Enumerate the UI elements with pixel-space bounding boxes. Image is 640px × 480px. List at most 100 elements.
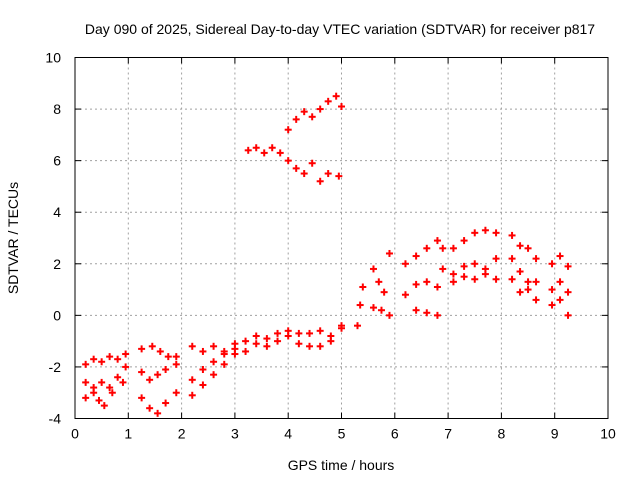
- data-point: [284, 157, 292, 165]
- x-tick-label: 1: [124, 426, 132, 442]
- x-tick-label: 8: [498, 426, 506, 442]
- data-point: [449, 270, 457, 278]
- data-point: [199, 381, 207, 389]
- data-point: [492, 255, 500, 263]
- data-point: [335, 172, 343, 180]
- data-point: [316, 342, 324, 350]
- data-point: [106, 384, 114, 392]
- data-point: [516, 288, 524, 296]
- grid: [75, 57, 608, 419]
- x-tick-label: 5: [338, 426, 346, 442]
- data-point: [324, 97, 332, 105]
- data-point: [423, 278, 431, 286]
- data-point: [460, 262, 468, 270]
- data-point: [98, 358, 106, 366]
- x-tick-label: 4: [284, 426, 292, 442]
- data-point: [548, 260, 556, 268]
- data-point: [564, 262, 572, 270]
- data-point: [449, 278, 457, 286]
- data-point: [276, 149, 284, 157]
- data-point: [210, 342, 218, 350]
- data-point: [564, 311, 572, 319]
- data-point: [274, 337, 282, 345]
- data-point: [375, 278, 383, 286]
- data-point: [220, 360, 228, 368]
- data-point: [172, 360, 180, 368]
- data-point: [231, 350, 239, 358]
- data-point: [122, 350, 130, 358]
- x-tick-label: 2: [178, 426, 186, 442]
- data-point: [433, 283, 441, 291]
- data-point: [332, 92, 340, 100]
- data-point: [199, 347, 207, 355]
- data-point: [220, 350, 228, 358]
- data-point: [460, 273, 468, 281]
- data-point: [82, 360, 90, 368]
- data-point: [439, 244, 447, 252]
- data-point: [114, 373, 122, 381]
- data-point: [532, 278, 540, 286]
- y-axis-label: SDTVAR / TECUs: [5, 182, 21, 294]
- y-tick-label: 8: [53, 101, 61, 117]
- data-point: [154, 409, 162, 417]
- data-point: [508, 275, 516, 283]
- data-point: [138, 345, 146, 353]
- data-point: [308, 159, 316, 167]
- data-point: [308, 113, 316, 121]
- x-tick-labels: 0 1 2 3 4 5 6 7 8 9 10: [71, 426, 616, 442]
- data-point: [524, 244, 532, 252]
- data-point: [292, 164, 300, 172]
- data-point: [532, 255, 540, 263]
- x-tick-label: 3: [231, 426, 239, 442]
- data-point: [471, 260, 479, 268]
- data-point: [316, 105, 324, 113]
- data-point: [556, 252, 564, 260]
- data-point: [508, 255, 516, 263]
- data-point: [90, 389, 98, 397]
- data-point: [210, 371, 218, 379]
- data-point: [423, 244, 431, 252]
- data-point: [300, 170, 308, 178]
- data-point: [412, 306, 420, 314]
- y-tick-label: -2: [49, 359, 62, 375]
- data-point: [138, 368, 146, 376]
- data-point: [471, 229, 479, 237]
- data-point: [316, 327, 324, 335]
- data-point: [412, 280, 420, 288]
- data-point: [188, 342, 196, 350]
- data-point: [481, 226, 489, 234]
- data-point: [114, 355, 122, 363]
- data-point: [516, 268, 524, 276]
- data-point: [156, 347, 164, 355]
- data-point: [338, 102, 345, 110]
- data-point: [548, 301, 556, 309]
- data-point: [481, 270, 489, 278]
- data-point: [148, 342, 156, 350]
- data-point: [423, 309, 431, 317]
- y-tick-label: 10: [45, 50, 61, 66]
- data-point: [508, 231, 516, 239]
- data-point: [412, 252, 420, 260]
- data-point: [564, 288, 572, 296]
- data-point: [82, 394, 90, 402]
- data-point: [146, 376, 154, 384]
- x-tick-label: 6: [391, 426, 399, 442]
- data-point: [433, 237, 441, 245]
- data-point: [164, 353, 172, 361]
- data-point: [306, 342, 314, 350]
- data-point: [295, 340, 303, 348]
- data-points: [82, 92, 572, 417]
- x-tick-label: 9: [551, 426, 559, 442]
- data-point: [252, 144, 260, 152]
- data-point: [138, 394, 146, 402]
- data-point: [353, 322, 361, 330]
- data-point: [449, 244, 457, 252]
- data-point: [338, 324, 345, 332]
- data-point: [199, 366, 207, 374]
- data-point: [300, 108, 308, 116]
- data-point: [268, 144, 276, 152]
- data-point: [100, 402, 108, 410]
- data-point: [492, 229, 500, 237]
- x-axis-label: GPS time / hours: [288, 457, 395, 473]
- data-point: [242, 337, 250, 345]
